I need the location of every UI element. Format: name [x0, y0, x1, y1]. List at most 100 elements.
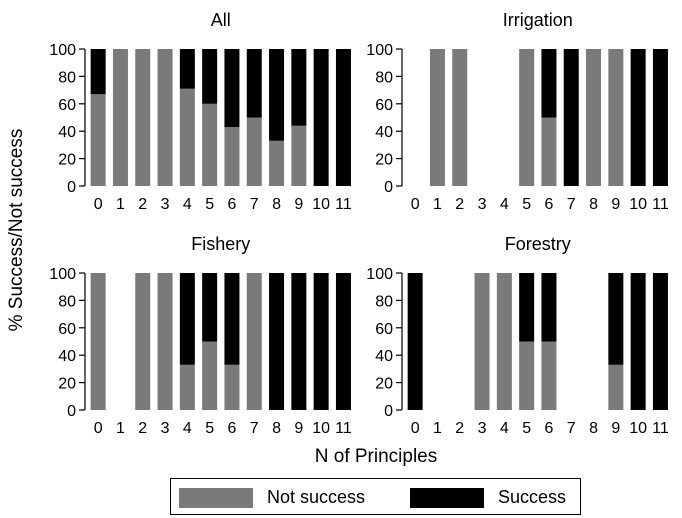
bar-success	[179, 49, 195, 89]
bar-success	[630, 273, 646, 410]
bar-not-success	[202, 341, 218, 410]
x-tick-label: 7	[567, 196, 576, 213]
y-tick-label: 60	[375, 321, 393, 338]
x-tick-label: 6	[227, 196, 236, 213]
x-tick-label: 7	[250, 420, 259, 437]
bar-success	[608, 273, 624, 365]
x-tick-label: 0	[411, 420, 420, 437]
y-tick-label: 40	[375, 348, 393, 365]
y-tick-label: 80	[375, 293, 393, 310]
bar-not-success	[224, 364, 240, 410]
bar-not-success	[157, 49, 173, 186]
y-tick-label: 20	[375, 152, 393, 169]
bar-not-success	[202, 103, 218, 186]
bar-success	[541, 49, 557, 118]
bar-not-success	[586, 49, 602, 186]
y-tick-label: 100	[49, 266, 76, 283]
legend-label-success: Success	[498, 487, 567, 507]
x-tick-label: 10	[629, 196, 647, 213]
bar-success	[291, 49, 307, 126]
x-tick-label: 6	[544, 196, 553, 213]
bar-not-success	[519, 341, 535, 410]
y-tick-label: 80	[58, 293, 76, 310]
x-tick-label: 10	[629, 420, 647, 437]
x-tick-label: 8	[272, 420, 281, 437]
y-tick-label: 60	[58, 321, 76, 338]
bar-success	[652, 49, 668, 186]
bar-not-success	[608, 49, 624, 186]
x-tick-label: 3	[161, 196, 170, 213]
x-tick-label: 5	[522, 196, 531, 213]
y-tick-label: 60	[58, 97, 76, 114]
x-tick-label: 2	[455, 196, 464, 213]
bar-not-success	[541, 341, 557, 410]
y-tick-label: 20	[375, 376, 393, 393]
x-tick-label: 9	[611, 196, 620, 213]
y-tick-label: 20	[58, 376, 76, 393]
bar-not-success	[519, 49, 535, 186]
x-tick-label: 9	[294, 420, 303, 437]
bar-not-success	[291, 125, 307, 186]
legend-item-not-success: Not success	[179, 479, 365, 516]
x-tick-label: 3	[161, 420, 170, 437]
y-tick-label: 40	[375, 124, 393, 141]
y-tick-label: 20	[58, 152, 76, 169]
x-tick-label: 2	[455, 420, 464, 437]
bar-not-success	[179, 364, 195, 410]
x-tick-label: 7	[567, 420, 576, 437]
bar-not-success	[224, 127, 240, 186]
bar-success	[246, 49, 262, 118]
y-tick-label: 0	[67, 403, 76, 420]
panel-title: All	[211, 10, 231, 30]
bar-success	[313, 49, 329, 186]
x-tick-label: 4	[183, 196, 192, 213]
bar-success	[630, 49, 646, 186]
bar-not-success	[112, 49, 128, 186]
y-tick-label: 100	[366, 42, 393, 59]
x-tick-label: 3	[478, 420, 487, 437]
bar-not-success	[135, 273, 151, 410]
legend-label-not-success: Not success	[267, 487, 366, 507]
panel-title: Fishery	[191, 234, 250, 254]
bar-success	[335, 273, 351, 410]
x-tick-label: 11	[652, 196, 669, 213]
bar-success	[269, 273, 285, 410]
y-tick-label: 80	[375, 69, 393, 86]
bar-not-success	[135, 49, 151, 186]
x-tick-label: 9	[294, 196, 303, 213]
x-tick-label: 1	[433, 420, 442, 437]
bar-not-success	[496, 273, 512, 410]
bar-not-success	[541, 117, 557, 186]
y-tick-label: 60	[375, 97, 393, 114]
x-tick-label: 8	[589, 196, 598, 213]
x-tick-label: 1	[116, 420, 125, 437]
x-tick-label: 10	[312, 420, 330, 437]
legend: Not success Success	[170, 478, 581, 515]
y-tick-label: 100	[366, 266, 393, 283]
x-tick-label: 4	[500, 196, 509, 213]
x-tick-label: 5	[205, 196, 214, 213]
legend-swatch-success	[410, 487, 484, 508]
x-tick-label: 8	[589, 420, 598, 437]
x-tick-label: 10	[312, 196, 330, 213]
panel-title: Irrigation	[503, 10, 573, 30]
panel-title: Forestry	[505, 234, 571, 254]
bar-success	[202, 273, 218, 342]
bar-not-success	[608, 364, 624, 410]
x-tick-label: 4	[500, 420, 509, 437]
bar-not-success	[269, 140, 285, 186]
x-tick-label: 1	[116, 196, 125, 213]
bar-not-success	[246, 117, 262, 186]
x-tick-label: 1	[433, 196, 442, 213]
x-tick-label: 6	[227, 420, 236, 437]
y-tick-label: 40	[58, 348, 76, 365]
x-tick-label: 0	[94, 420, 103, 437]
y-tick-label: 80	[58, 69, 76, 86]
bar-success	[652, 273, 668, 410]
bar-success	[541, 273, 557, 342]
